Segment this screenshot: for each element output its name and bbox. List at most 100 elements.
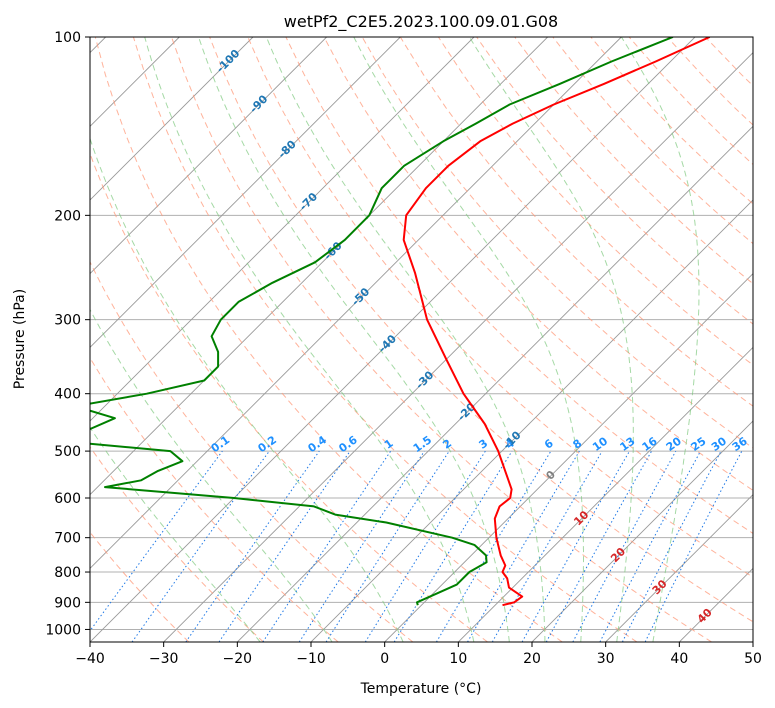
mixing-ratio-line	[467, 450, 580, 642]
mixing-ratio-line	[90, 450, 223, 632]
mixing-ratio-label: 2	[440, 437, 454, 452]
series-layer	[90, 37, 711, 607]
x-tick-label: −20	[223, 651, 253, 667]
isotherm-line	[458, 346, 753, 642]
dry-adiabat-line	[323, 37, 753, 492]
dry-adiabat-line	[94, 37, 563, 642]
isotherm-line	[605, 494, 753, 642]
moist-adiabat-line	[90, 308, 333, 642]
mixing-ratio-line	[572, 450, 677, 642]
temperature-profile-line	[402, 37, 711, 607]
dry-adiabat-line	[209, 37, 753, 623]
moist-adiabat-line	[620, 37, 700, 642]
y-tick-label: 1000	[45, 622, 81, 638]
mixing-ratio-line	[599, 450, 701, 642]
isotherm-line	[531, 420, 753, 642]
isotherm-line	[90, 37, 401, 348]
x-tick-label: −40	[75, 651, 105, 667]
isotherm-label: -70	[297, 190, 320, 213]
y-tick-label: 600	[54, 491, 81, 507]
isotherm-line	[90, 37, 327, 275]
isotherm-line	[90, 37, 475, 422]
x-tick-label: −30	[149, 651, 179, 667]
mixing-ratio-label: 0.4	[306, 433, 330, 455]
dry-adiabat-line	[90, 260, 414, 642]
mixing-ratio-label: 1.5	[411, 433, 434, 455]
x-tick-label: 50	[744, 651, 762, 667]
isotherm-line	[90, 37, 622, 569]
mixing-ratio-label: 0.1	[209, 433, 232, 455]
isotherm-line	[90, 37, 254, 201]
dry-adiabat-line	[90, 531, 190, 642]
y-tick-label: 300	[54, 313, 81, 329]
mixing-ratio-line	[393, 450, 513, 642]
isotherm-line	[90, 37, 696, 642]
mixing-ratio-line	[298, 450, 425, 642]
moist-adiabat-line	[265, 37, 546, 642]
isotherm-label: -50	[349, 285, 372, 308]
isotherm-line	[310, 199, 753, 642]
mixing-ratio-line	[545, 450, 653, 642]
mixing-ratio-label: 6	[542, 437, 556, 452]
isotherm-line	[384, 273, 753, 642]
moist-adiabat-line	[90, 426, 261, 642]
dry-adiabat-line	[171, 37, 712, 642]
moist-adiabat-line	[144, 37, 475, 642]
dry-adiabat-line	[247, 37, 753, 578]
isotherm-label: -90	[247, 92, 270, 115]
y-tick-label: 900	[54, 595, 81, 611]
isotherm-line	[679, 567, 753, 642]
x-tick-label: 40	[670, 651, 688, 667]
plot-area	[90, 37, 753, 642]
mixing-ratio-line	[644, 450, 743, 642]
y-tick-label: 700	[54, 531, 81, 547]
isotherm-label: 10	[571, 508, 591, 528]
x-axis-label: Temperature (°C)	[360, 681, 482, 697]
mixing-ratio-line	[325, 450, 450, 642]
isotherm-label: -40	[376, 332, 399, 355]
dry-adiabat-line	[90, 151, 488, 642]
mixing-ratio-line	[364, 450, 486, 642]
y-tick-label: 500	[54, 444, 81, 460]
axes: −40 −30 −20 −10 0 10 20 30 40 5010020030040050060…	[45, 30, 762, 667]
y-tick-label: 100	[54, 30, 81, 46]
dry-adiabat-line	[514, 37, 753, 285]
x-tick-label: 10	[449, 651, 467, 667]
y-axis-label: Pressure (hPa)	[12, 289, 28, 389]
moist-adiabat-line	[90, 137, 404, 642]
mixing-ratio-label: 3	[477, 437, 491, 452]
isotherm-label: 0	[543, 468, 558, 483]
isotherm-label: 30	[650, 577, 670, 597]
isotherm-line	[237, 125, 753, 642]
dewpoint-profile-line	[90, 37, 674, 606]
mixing-ratio-line	[521, 450, 630, 642]
mixing-ratio-label: 0.6	[336, 433, 360, 455]
isotherm-label: -100	[214, 47, 243, 76]
isotherm-label: 40	[695, 606, 715, 626]
y-tick-label: 400	[54, 387, 81, 403]
moist-adiabat-line	[353, 37, 584, 642]
isotherm-line	[163, 52, 753, 642]
mixing-ratio-line	[435, 450, 552, 642]
y-tick-label: 200	[54, 208, 81, 224]
mixing-ratio-line	[185, 450, 320, 642]
plot-frame	[89, 36, 754, 643]
dry-adiabat-line	[476, 37, 753, 325]
isotherm-line	[90, 37, 548, 496]
moist-adiabat-line	[468, 37, 634, 642]
mixing-ratio-line	[262, 450, 392, 642]
dry-adiabat-line	[552, 37, 753, 245]
dry-adiabat-line	[666, 37, 753, 126]
dry-adiabat-line	[90, 446, 264, 642]
mixing-ratio-line	[218, 450, 351, 642]
isotherm-label: -10	[500, 428, 523, 451]
dry-adiabat-line	[704, 37, 753, 87]
isotherm-label: -80	[276, 138, 299, 161]
isotherm-label: -30	[413, 368, 436, 391]
moist-adiabat-line	[198, 37, 510, 642]
mixing-ratio-line	[131, 450, 270, 642]
x-tick-label: −10	[296, 651, 326, 667]
y-tick-label: 800	[54, 565, 81, 581]
dry-adiabat-line	[132, 37, 638, 642]
